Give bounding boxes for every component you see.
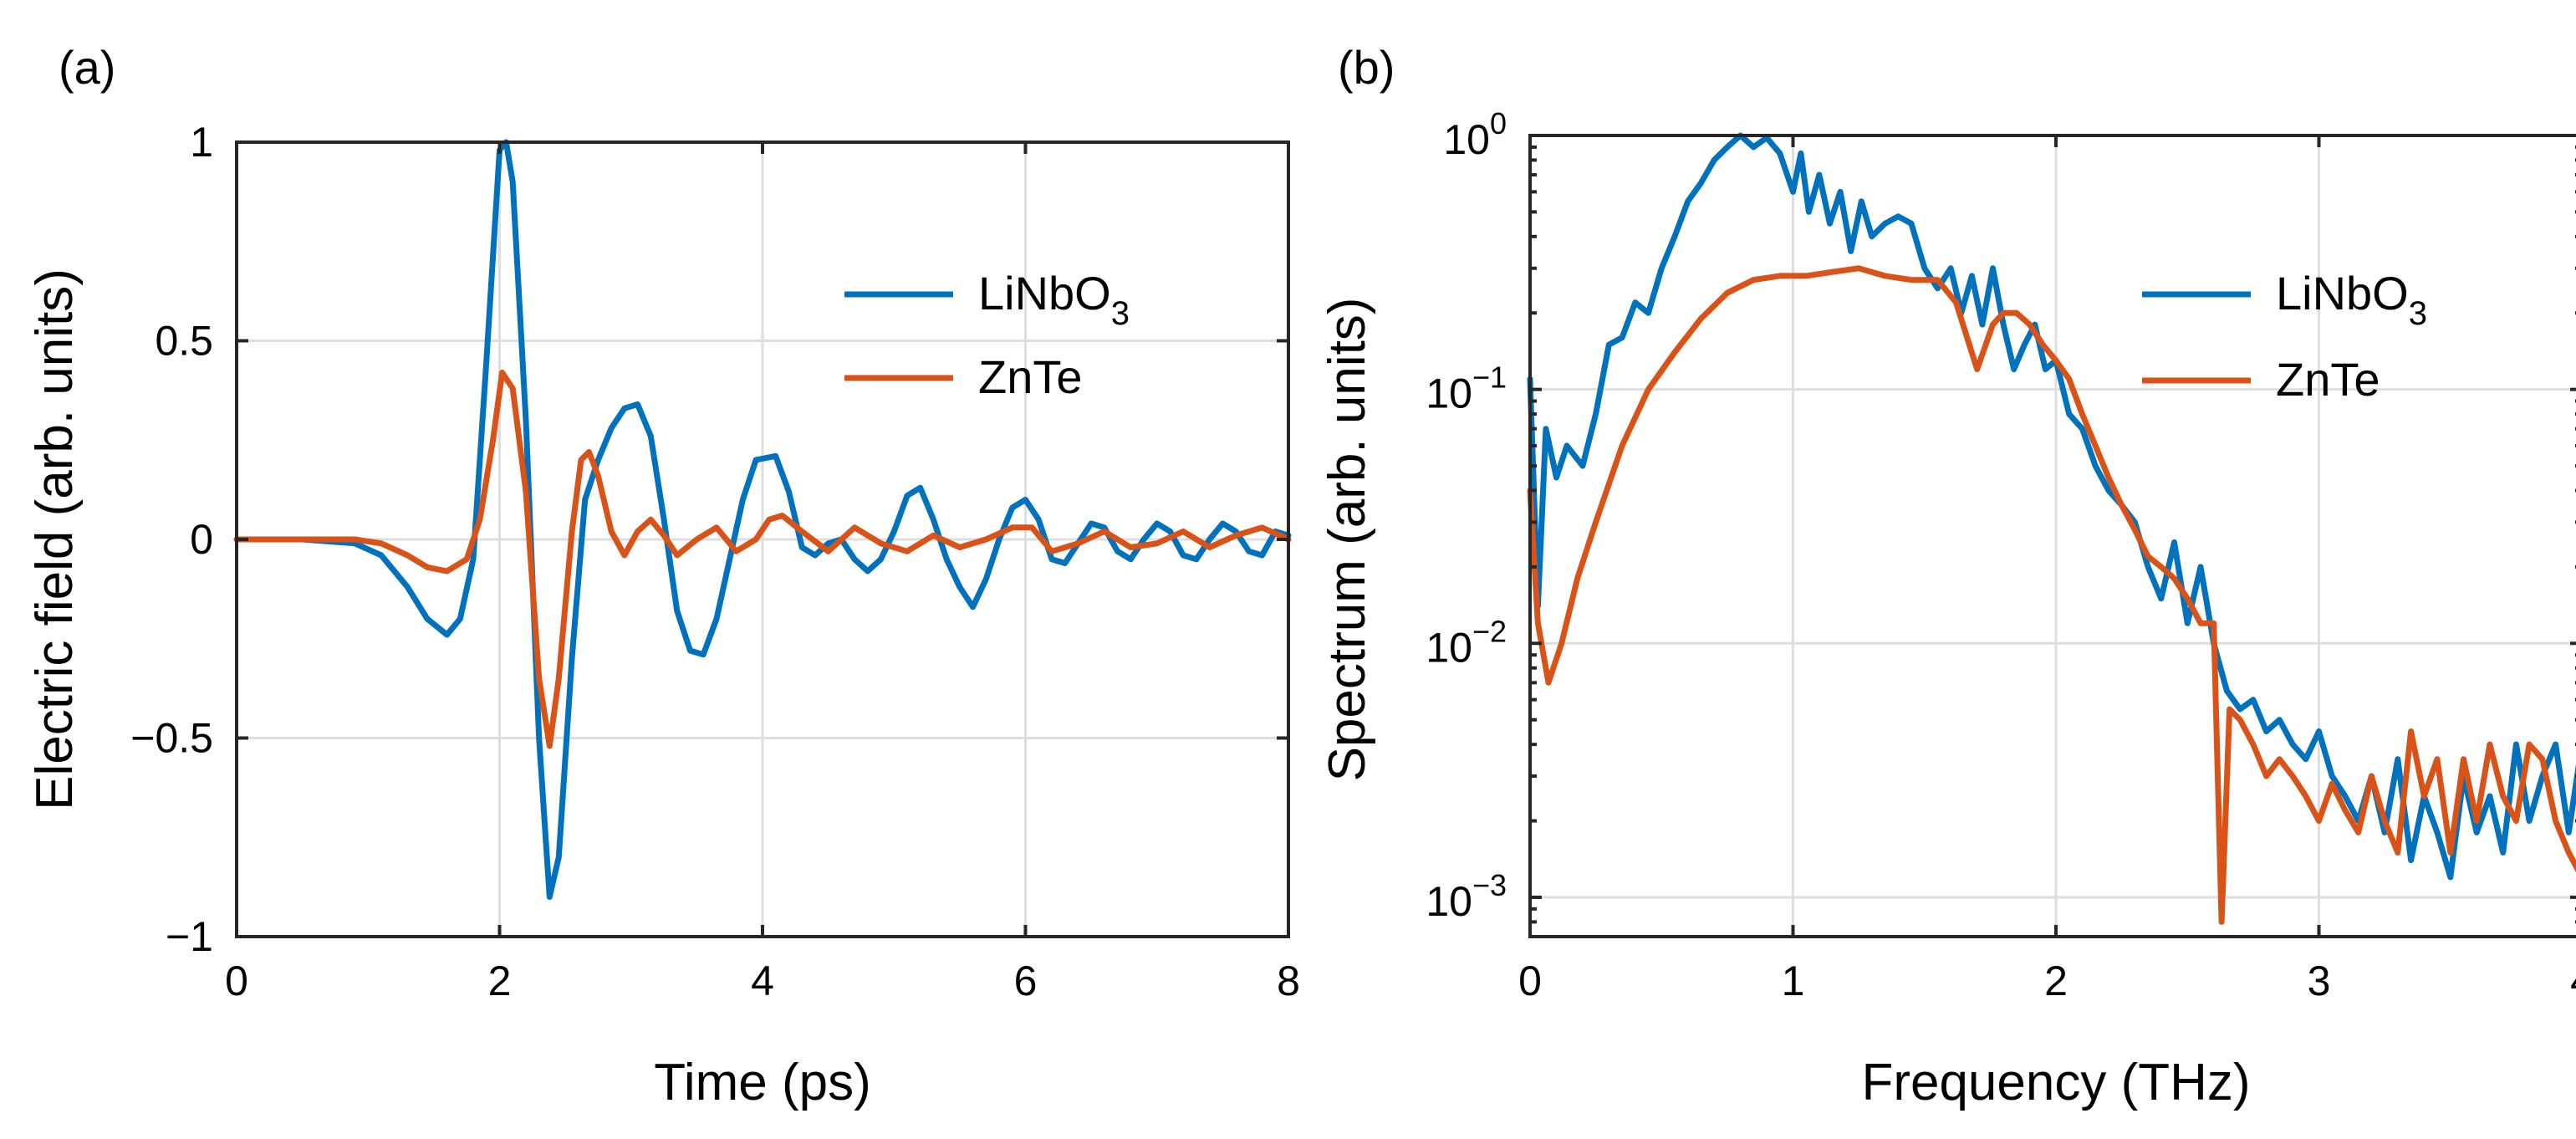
panel-b-y-tick-label: 100	[1443, 106, 1507, 163]
panel-b-x-tick-label: 2	[2044, 958, 2068, 1004]
panel-a-y-tick-label: 0.5	[155, 318, 213, 365]
panel-b-grid	[1530, 135, 2576, 937]
panel-a-grid	[237, 142, 1288, 937]
panel-b-y-tick-label: 10−1	[1426, 360, 1507, 417]
panel-a-x-tick-label: 6	[1014, 958, 1038, 1004]
panel-b-y-tick-label: 10−3	[1426, 868, 1507, 925]
panel-b-ticks: 0 1 2 3 4 100 10−1 10−2 10−3	[1426, 106, 2576, 1004]
panel-b-x-axis-label: Frequency (THz)	[1861, 1054, 2250, 1111]
panel-b-legend-linbo3-sub: 3	[2409, 295, 2427, 332]
panel-b-x-tick-label: 0	[1518, 958, 1542, 1004]
panel-a-y-tick-label: −1	[166, 913, 213, 960]
panel-a-legend-linbo3-base: LiNbO	[978, 267, 1111, 319]
panel-a-legend-linbo3-sub: 3	[1111, 295, 1130, 332]
panel-a-x-tick-label: 4	[751, 958, 774, 1004]
panel-a-series-line-znte	[233, 370, 1292, 749]
panel-a-y-tick-label: 0	[190, 516, 213, 563]
panel-a-legend-entry-znte: ZnTe	[978, 350, 1083, 403]
panel-a-ticks: 0 2 4 6 8 −1 −0.5 0 0.5 1	[130, 119, 1300, 1004]
panel-b-legend-entry-znte: ZnTe	[2276, 353, 2380, 406]
panel-a-x-axis-label: Time (ps)	[654, 1054, 870, 1111]
panel-a-time-domain: (a) 0 2 4 6 8 −1 −0.5 0 0.5 1 Time (ps) Electric …	[26, 41, 1300, 1111]
panel-b-series	[1527, 132, 2576, 925]
panel-a-x-tick-label: 0	[225, 958, 248, 1004]
panel-a-legend-entry-linbo3: LiNbO3	[978, 267, 1130, 332]
panel-a-x-tick-label: 2	[488, 958, 512, 1004]
panel-b-spectrum: (b) 0 1 2 3 4 100 10−1 10−2 10−3 Frequency (THz)…	[1319, 41, 2576, 1111]
panel-a-y-tick-label: 1	[190, 119, 213, 166]
panel-b-series-line-znte	[1527, 265, 2576, 925]
panel-a-legend: LiNbO3 ZnTe	[844, 267, 1130, 403]
panel-b-legend-linbo3-base: LiNbO	[2276, 267, 2409, 319]
panel-b-legend: LiNbO3 ZnTe	[2142, 267, 2427, 406]
panel-b-series-line-linbo3	[1527, 132, 2576, 881]
panel-b-x-tick-label: 4	[2570, 958, 2576, 1004]
panel-a-series	[233, 139, 1292, 900]
panel-a-label: (a)	[59, 41, 115, 94]
panel-a-x-tick-label: 8	[1277, 958, 1300, 1004]
panel-b-y-tick-label: 10−2	[1426, 614, 1507, 671]
panel-a-y-tick-label: −0.5	[130, 715, 213, 762]
panel-b-x-tick-label: 3	[2308, 958, 2331, 1004]
panel-b-legend-entry-linbo3: LiNbO3	[2276, 267, 2427, 332]
panel-b-x-tick-label: 1	[1782, 958, 1805, 1004]
panel-b-y-axis-label: Spectrum (arb. units)	[1319, 298, 1376, 782]
panel-b-label: (b)	[1338, 41, 1395, 94]
panel-a-y-axis-label: Electric field (arb. units)	[26, 268, 84, 810]
